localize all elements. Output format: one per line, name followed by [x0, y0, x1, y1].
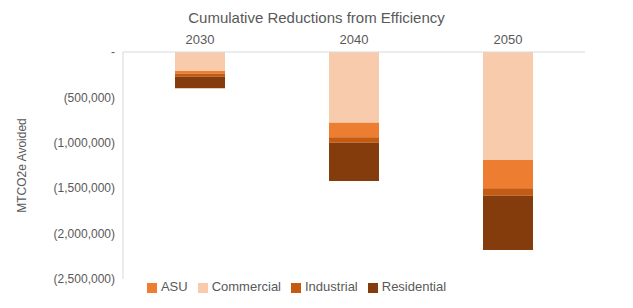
html-text:Residential: Residential	[381, 279, 447, 294]
svg-text:(2,000,000): (2,000,000)	[54, 227, 115, 241]
svg-text:(1,500,000): (1,500,000)	[54, 181, 115, 195]
svg-text:-: -	[111, 45, 115, 59]
svg-text:(2,500,000): (2,500,000)	[54, 272, 115, 286]
svg-text:MTCO2e Avoided: MTCO2e Avoided	[15, 118, 29, 213]
html-text:Cumulative Reductions from Eff: Cumulative Reductions from Efficiency	[188, 9, 445, 26]
svg-text:(500,000): (500,000)	[64, 91, 115, 105]
html-text:Industrial: Industrial	[305, 279, 358, 294]
svg-text:2040: 2040	[340, 32, 369, 47]
svg-text:2030: 2030	[186, 32, 215, 47]
html-text:ASU: ASU	[160, 279, 188, 294]
svg-text:(1,000,000): (1,000,000)	[54, 136, 115, 150]
svg-text:2050: 2050	[494, 32, 523, 47]
html-text:Commercial: Commercial	[211, 279, 281, 294]
